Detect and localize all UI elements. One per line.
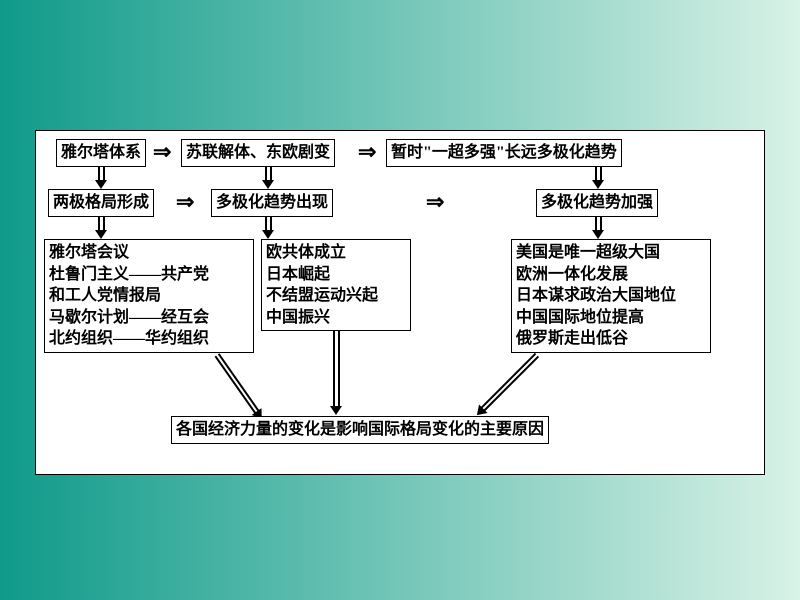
- arrow-r1-a2: ⇒: [358, 141, 376, 163]
- r3c1-l1: 雅尔塔会议: [49, 242, 249, 264]
- r3c2-l1: 欧共体成立: [266, 242, 406, 264]
- r3c3-l3: 日本谋求政治大国地位: [516, 285, 706, 307]
- r3c2-l3: 不结盟运动兴起: [266, 285, 406, 307]
- arrow-v-r1c3: [591, 167, 605, 189]
- arrow-v-r2c2: [261, 217, 275, 239]
- r3c1-l5: 北约组织——华约组织: [49, 328, 249, 350]
- page-root: 雅尔塔体系 ⇒ 苏联解体、东欧剧变 ⇒ 暂时"一超多强"长远多极化趋势 两极格局…: [0, 0, 800, 600]
- node-r2-c2: 多极化趋势出现: [211, 189, 333, 217]
- r3c3-l5: 俄罗斯走出低谷: [516, 328, 706, 350]
- arrow-v-r1c2: [261, 167, 275, 189]
- arrow-diag-left: [216, 354, 262, 419]
- node-r1-c2: 苏联解体、东欧剧变: [181, 139, 335, 167]
- arrow-v-bottom-mid: [329, 331, 343, 415]
- node-r2-c3: 多极化趋势加强: [536, 189, 658, 217]
- arrow-v-r1c1: [94, 167, 108, 189]
- node-bottom: 各国经济力量的变化是影响国际格局变化的主要原因: [171, 416, 549, 444]
- arrow-v-r2c3: [591, 217, 605, 239]
- r3c3-l4: 中国国际地位提高: [516, 307, 706, 329]
- arrow-r2-a1: ⇒: [176, 191, 194, 213]
- node-r1-c1: 雅尔塔体系: [56, 139, 146, 167]
- node-r3-c2: 欧共体成立 日本崛起 不结盟运动兴起 中国振兴: [261, 239, 411, 331]
- arrow-r2-a2: ⇒: [426, 191, 444, 213]
- r3c1-l2: 杜鲁门主义——共产党: [49, 264, 249, 286]
- r3c1-l3: 和工人党情报局: [49, 285, 249, 307]
- r3c2-l2: 日本崛起: [266, 264, 406, 286]
- arrow-diag-right: [476, 354, 538, 416]
- node-r1-c3: 暂时"一超多强"长远多极化趋势: [386, 139, 622, 167]
- node-r3-c1: 雅尔塔会议 杜鲁门主义——共产党 和工人党情报局 马歇尔计划——经互会 北约组织…: [44, 239, 254, 353]
- r3c1-l4: 马歇尔计划——经互会: [49, 307, 249, 329]
- r3c3-l2: 欧洲一体化发展: [516, 264, 706, 286]
- r3c2-l4: 中国振兴: [266, 307, 406, 329]
- node-r2-c1: 两极格局形成: [48, 189, 154, 217]
- arrow-r1-a1: ⇒: [153, 141, 171, 163]
- flowchart-container: 雅尔塔体系 ⇒ 苏联解体、东欧剧变 ⇒ 暂时"一超多强"长远多极化趋势 两极格局…: [35, 130, 765, 475]
- arrow-v-r2c1: [94, 217, 108, 239]
- node-r3-c3: 美国是唯一超级大国 欧洲一体化发展 日本谋求政治大国地位 中国国际地位提高 俄罗…: [511, 239, 711, 353]
- r3c3-l1: 美国是唯一超级大国: [516, 242, 706, 264]
